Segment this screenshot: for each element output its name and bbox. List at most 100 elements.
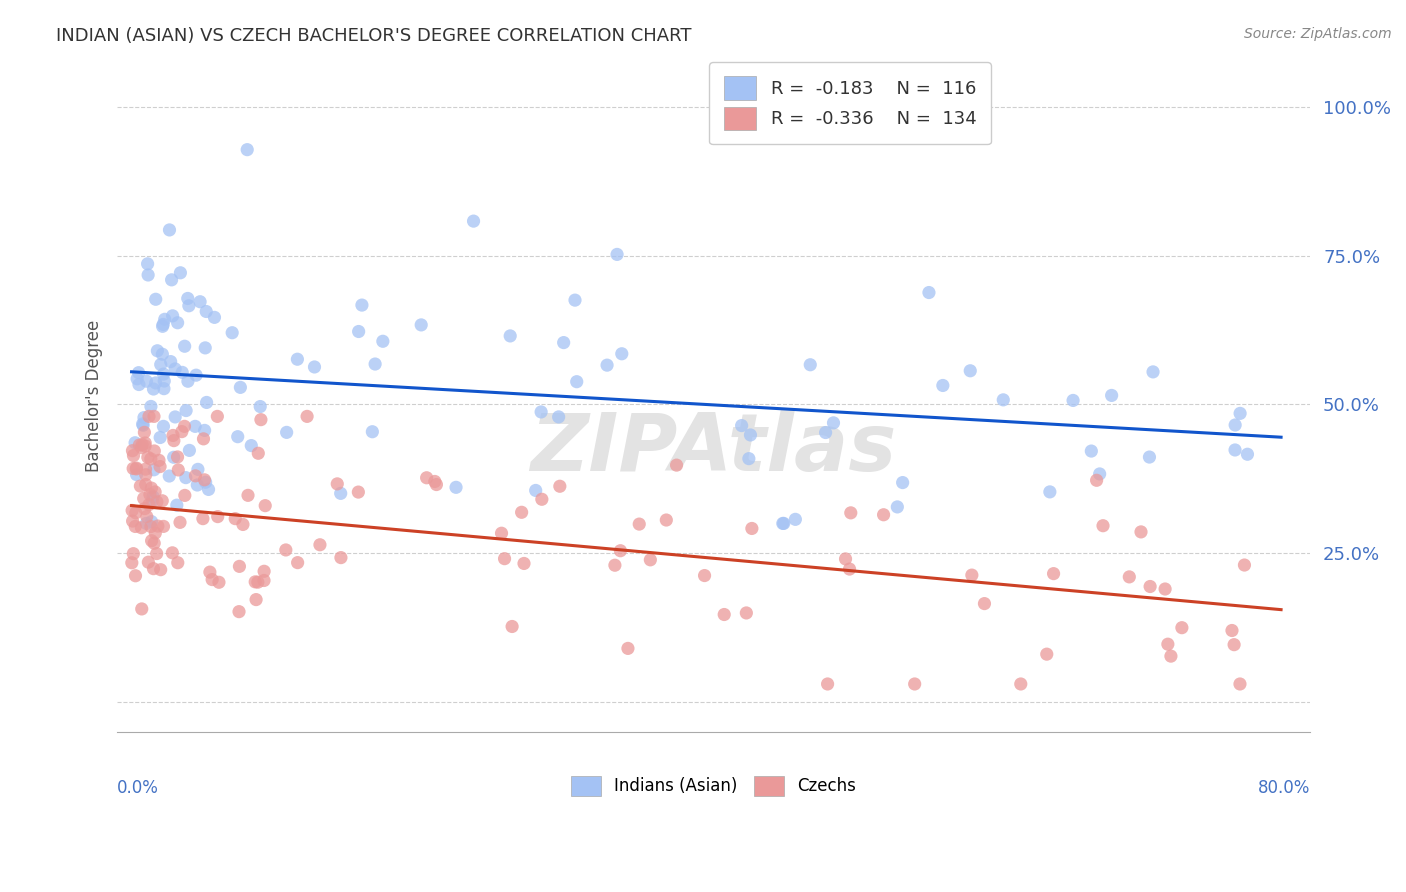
Point [143, 444, 166, 458]
Text: 80.0%: 80.0% [1257, 779, 1310, 797]
Point [184, 368, 207, 383]
Point [347, 485, 370, 500]
Point [184, 419, 207, 434]
Point [295, 409, 318, 424]
Legend: Indians (Asian), Czechs: Indians (Asian), Czechs [562, 768, 865, 804]
Point [226, 430, 249, 444]
Point [253, 564, 276, 578]
Point [276, 425, 298, 440]
Point [501, 619, 523, 633]
Text: Source: ZipAtlas.com: Source: ZipAtlas.com [1244, 27, 1392, 41]
Point [201, 573, 224, 587]
Point [136, 450, 159, 465]
Point [1062, 393, 1084, 408]
Point [194, 341, 217, 355]
Point [1160, 649, 1182, 664]
Point [132, 410, 155, 425]
Point [132, 418, 155, 433]
Point [172, 365, 194, 379]
Point [135, 509, 157, 524]
Point [159, 354, 181, 368]
Point [872, 508, 894, 522]
Point [177, 292, 200, 306]
Point [125, 506, 148, 520]
Point [131, 417, 153, 431]
Point [169, 266, 191, 280]
Point [188, 294, 211, 309]
Point [142, 382, 165, 396]
Point [1229, 677, 1251, 691]
Point [904, 677, 927, 691]
Point [162, 428, 184, 442]
Point [253, 574, 276, 588]
Point [149, 358, 172, 372]
Point [1039, 484, 1062, 499]
Point [152, 519, 174, 533]
Point [565, 375, 588, 389]
Point [603, 558, 626, 573]
Point [204, 310, 226, 325]
Point [228, 559, 250, 574]
Point [121, 503, 143, 517]
Point [839, 506, 862, 520]
Point [195, 395, 218, 409]
Point [1010, 677, 1032, 691]
Point [121, 514, 143, 528]
Point [960, 568, 983, 582]
Point [143, 526, 166, 541]
Point [136, 268, 159, 282]
Point [740, 428, 762, 442]
Point [741, 521, 763, 535]
Point [135, 462, 157, 476]
Point [124, 435, 146, 450]
Point [425, 477, 447, 491]
Point [128, 377, 150, 392]
Point [193, 432, 215, 446]
Point [145, 376, 167, 390]
Point [494, 551, 516, 566]
Point [174, 403, 197, 417]
Point [153, 374, 176, 388]
Point [173, 419, 195, 434]
Point [136, 257, 159, 271]
Point [198, 565, 221, 579]
Point [122, 449, 145, 463]
Point [162, 546, 184, 560]
Point [153, 312, 176, 326]
Point [665, 458, 688, 472]
Point [150, 493, 173, 508]
Point [127, 372, 149, 386]
Point [157, 469, 180, 483]
Point [165, 362, 187, 376]
Point [173, 488, 195, 502]
Point [135, 477, 157, 491]
Text: INDIAN (ASIAN) VS CZECH BACHELOR'S DEGREE CORRELATION CHART: INDIAN (ASIAN) VS CZECH BACHELOR'S DEGRE… [56, 27, 692, 45]
Point [139, 487, 162, 501]
Point [148, 453, 170, 467]
Point [834, 552, 856, 566]
Point [208, 575, 231, 590]
Point [143, 536, 166, 550]
Point [240, 439, 263, 453]
Point [170, 425, 193, 439]
Point [499, 329, 522, 343]
Point [141, 533, 163, 548]
Point [184, 468, 207, 483]
Point [891, 475, 914, 490]
Point [655, 513, 678, 527]
Point [1088, 467, 1111, 481]
Point [1085, 473, 1108, 487]
Point [145, 293, 167, 307]
Point [236, 488, 259, 502]
Point [125, 467, 148, 482]
Point [1036, 647, 1059, 661]
Point [143, 463, 166, 477]
Point [463, 214, 485, 228]
Point [329, 486, 352, 500]
Point [166, 450, 188, 464]
Point [134, 436, 156, 450]
Point [735, 606, 758, 620]
Point [553, 335, 575, 350]
Point [817, 677, 839, 691]
Point [125, 461, 148, 475]
